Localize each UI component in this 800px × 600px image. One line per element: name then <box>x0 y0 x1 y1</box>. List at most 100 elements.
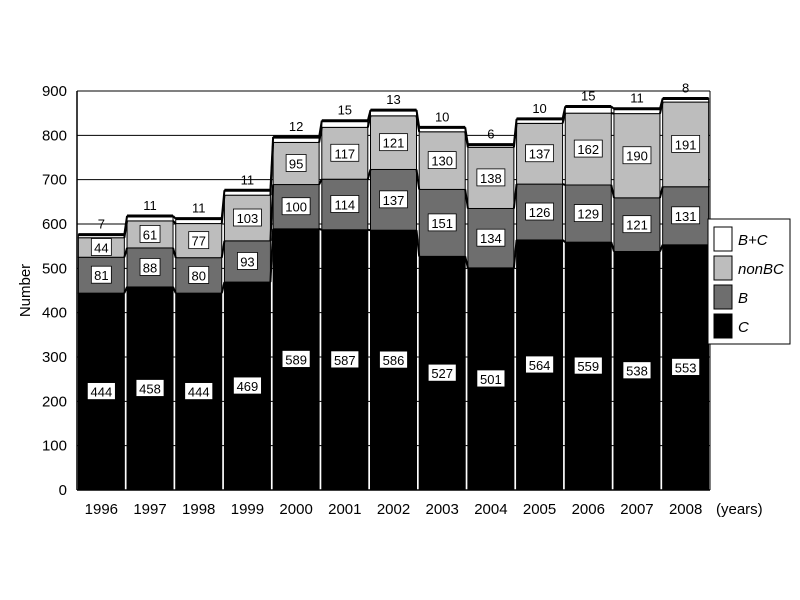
value-label-box <box>476 228 506 247</box>
value-label-box <box>281 350 311 368</box>
value-label-box <box>330 143 360 162</box>
value-label-box <box>184 382 214 400</box>
value-label-box <box>671 135 701 153</box>
y-tick-label: 900 <box>42 83 67 100</box>
connector-line <box>464 127 469 145</box>
value-label-box <box>330 195 360 213</box>
value-label-box <box>427 363 457 382</box>
value-label-box <box>188 231 210 250</box>
connector-line <box>561 239 566 243</box>
value-label-box <box>330 350 360 369</box>
value-label-top: 12 <box>289 119 303 134</box>
value-labels: 444 81 44 7 458 88 61 11 444 80 77 11 469 93 103 11 589 1… <box>86 81 701 400</box>
connector-line <box>658 186 664 199</box>
value-label: 134 <box>480 231 502 246</box>
value-label: 559 <box>577 359 599 374</box>
value-label-box <box>525 202 554 221</box>
value-label: 564 <box>529 358 551 373</box>
legend-swatch <box>713 226 733 252</box>
value-label-box <box>135 379 165 397</box>
legend-label: B <box>738 290 748 307</box>
value-label-box <box>622 361 652 380</box>
value-label: 126 <box>529 205 551 220</box>
value-label: 162 <box>577 142 599 157</box>
value-label: 81 <box>94 268 108 283</box>
connector-line <box>561 106 567 120</box>
connector-line <box>610 241 615 252</box>
value-label-box <box>525 144 554 163</box>
value-label-box <box>671 206 701 225</box>
value-label-box <box>139 225 161 243</box>
value-label-top: 7 <box>98 217 105 232</box>
value-label: 501 <box>480 372 502 387</box>
value-label: 121 <box>383 136 405 151</box>
value-label-top: 15 <box>338 103 352 118</box>
value-label-box <box>671 358 701 376</box>
stack-connectors <box>78 97 709 294</box>
x-tick-label: 1996 <box>85 501 118 518</box>
value-label-box <box>573 139 603 158</box>
value-label-box <box>427 151 457 170</box>
bars <box>77 98 710 491</box>
value-label-box <box>476 168 506 187</box>
value-label: 88 <box>143 260 157 275</box>
value-label: 138 <box>480 171 502 186</box>
value-label: 95 <box>289 156 303 171</box>
value-label: 80 <box>191 268 205 283</box>
value-label-box <box>139 258 161 276</box>
connector-line <box>220 240 226 258</box>
value-label-box <box>188 266 210 284</box>
y-tick-label: 600 <box>42 216 67 233</box>
value-label-box <box>379 133 408 152</box>
x-axis-unit-label: (years) <box>716 501 763 518</box>
connector-line <box>172 220 177 225</box>
value-label: 77 <box>191 234 205 249</box>
x-tick-label: 2002 <box>377 501 410 518</box>
connector-line <box>220 190 226 219</box>
value-label-box <box>90 238 112 256</box>
connector-line <box>610 184 615 199</box>
connector-line <box>318 120 323 138</box>
y-tick-label: 100 <box>42 438 67 455</box>
y-tick-label: 200 <box>42 393 67 410</box>
legend-label: nonBC <box>738 261 784 278</box>
y-tick-label: 300 <box>42 349 67 366</box>
value-label-box <box>379 350 408 369</box>
x-tick-label: 2000 <box>279 501 312 518</box>
x-tick-label: 2006 <box>572 501 605 518</box>
connector-line <box>366 109 372 121</box>
value-label-box <box>281 197 311 216</box>
value-label-top: 15 <box>581 89 595 104</box>
x-tick-label: 2007 <box>620 501 653 518</box>
connector-line <box>512 118 518 145</box>
legend-label: C <box>738 319 749 336</box>
x-tick-label: 2004 <box>474 501 507 518</box>
connector-line <box>172 215 177 220</box>
value-label: 458 <box>139 381 161 396</box>
value-label-box <box>622 215 652 234</box>
value-label: 587 <box>334 353 356 368</box>
value-label: 93 <box>240 254 254 269</box>
connector-line <box>220 281 226 294</box>
connector-line <box>172 286 177 294</box>
value-label-top: 13 <box>386 92 400 107</box>
y-tick-label: 700 <box>42 172 67 189</box>
value-label: 444 <box>90 385 112 400</box>
value-label-box <box>573 356 603 375</box>
value-label-top: 11 <box>143 198 157 213</box>
x-tick-label: 1999 <box>231 501 264 518</box>
value-label-box <box>573 204 603 222</box>
connector-line <box>562 183 566 186</box>
connector-line <box>269 137 275 191</box>
value-label: 44 <box>94 240 108 255</box>
value-label: 151 <box>431 216 453 231</box>
x-tick-label: 2003 <box>426 501 459 518</box>
value-label: 190 <box>626 149 648 164</box>
connector-line <box>318 178 323 185</box>
value-label: 137 <box>383 193 405 208</box>
y-tick-label: 800 <box>42 127 67 144</box>
value-label: 191 <box>675 137 697 152</box>
value-label: 469 <box>237 379 259 394</box>
connector-line <box>269 228 275 283</box>
